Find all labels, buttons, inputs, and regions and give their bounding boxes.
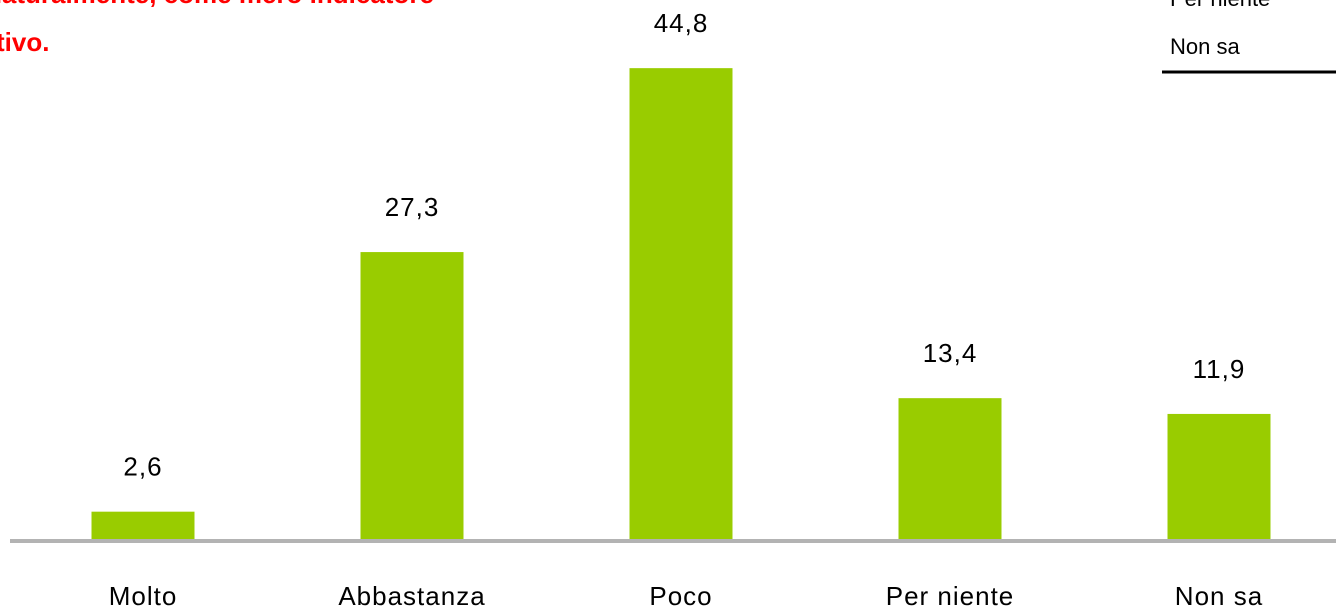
bar [360,252,464,539]
value-label: 13,4 [923,338,978,368]
value-label: 27,3 [385,192,440,222]
x-tick-label: Non sa [1175,581,1263,611]
value-label: 44,8 [654,8,709,38]
bar [629,68,733,539]
bar [898,398,1002,539]
x-tick-label: Molto [109,581,178,611]
side-item: Per niente [1170,0,1270,11]
value-label: 11,9 [1193,354,1246,384]
x-tick-label: Poco [649,581,712,611]
annotation: naturalmente, come mero indicatore [0,0,434,9]
x-tick-label: Abbastanza [338,581,485,611]
bar [91,511,195,539]
annotation: tivo. [0,27,49,57]
value-label: 2,6 [123,452,162,482]
x-tick-label: Per niente [886,581,1015,611]
bar [1167,413,1271,539]
side-item: Non sa [1170,34,1240,59]
